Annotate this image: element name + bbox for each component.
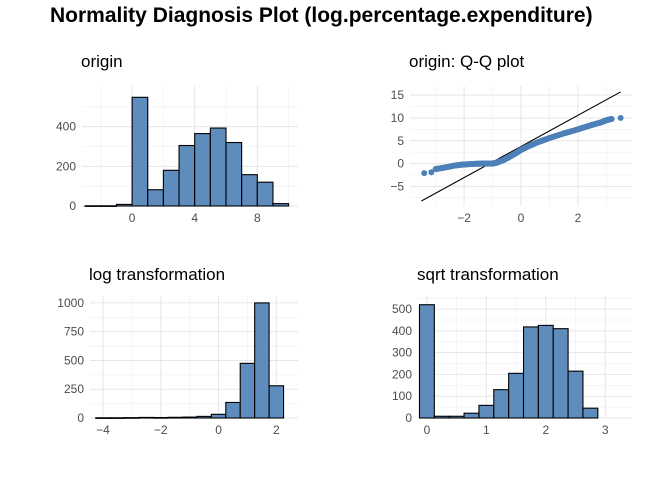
histogram-bar [162, 169, 180, 207]
y-tick-label: 200 [56, 159, 76, 173]
panel-title: origin [81, 52, 123, 71]
y-tick-label: 300 [392, 346, 412, 360]
y-tick-label: 15 [391, 88, 405, 102]
y-tick-label: 400 [56, 120, 76, 134]
x-tick-label: 8 [254, 211, 261, 225]
y-tick-label: 1000 [57, 296, 84, 310]
panel-origin-histogram: 0 4 8 0 200 400 origin [56, 52, 298, 225]
histogram-bar [537, 324, 554, 419]
x-tick-label: 2 [542, 423, 549, 437]
histogram-bar [100, 205, 117, 207]
histogram-bar [493, 389, 510, 419]
histogram-bar [115, 203, 133, 207]
x-tick-label: 2 [273, 423, 280, 437]
y-tick-label: 10 [391, 111, 405, 125]
histogram-bar [552, 328, 569, 419]
histogram-bar [463, 412, 480, 419]
qq-point [428, 169, 435, 176]
panel-origin-qq-plot: −2 0 2 −5 0 5 10 15 origin: Q-Q plot [390, 52, 632, 225]
y-tick-label: 750 [64, 325, 84, 339]
x-tick-label: 2 [575, 211, 582, 225]
histogram-bar [210, 413, 227, 419]
histogram-bar [241, 174, 258, 207]
histogram-bar [131, 96, 149, 207]
histogram-bar [433, 415, 450, 419]
histogram-bars [95, 302, 285, 419]
histogram-bar [478, 404, 495, 419]
histogram-bar [147, 189, 164, 207]
y-tick-label: −5 [390, 179, 404, 193]
panel-title: sqrt transformation [417, 265, 559, 284]
histogram-bar [196, 415, 212, 419]
x-tick-label: 0 [424, 423, 431, 437]
histogram-bar [256, 181, 274, 207]
histogram-bar [181, 416, 198, 419]
histogram-bar [167, 416, 183, 419]
histogram-bars [418, 304, 599, 419]
y-tick-label: 400 [392, 324, 412, 338]
x-tick-label: 0 [518, 211, 525, 225]
histogram-bar [84, 205, 102, 207]
qq-points [421, 114, 624, 177]
histogram-bar [209, 127, 227, 207]
figure-title: Normality Diagnosis Plot (log.percentage… [50, 4, 593, 27]
histogram-bar [508, 372, 525, 419]
x-tick-label: 4 [191, 211, 198, 225]
histogram-bar [418, 304, 435, 419]
histogram-bar [225, 141, 243, 207]
histogram-bar [109, 417, 126, 419]
x-tick-label: 3 [602, 423, 609, 437]
histogram-bar [178, 144, 196, 207]
histogram-bar [272, 203, 290, 207]
y-tick-label: 200 [392, 367, 412, 381]
panel-title: origin: Q-Q plot [409, 52, 525, 71]
y-tick-label: 0 [405, 411, 412, 425]
y-tick-label: 100 [392, 389, 412, 403]
y-tick-label: 250 [64, 382, 84, 396]
x-tick-label: 1 [483, 423, 490, 437]
x-tick-label: 0 [129, 211, 136, 225]
x-tick-label: −4 [96, 423, 110, 437]
panel-sqrt-transformation-histogram: 0 1 2 3 0 100 200 300 400 500 sqrt transformation [392, 265, 632, 437]
histogram-bar [522, 326, 539, 419]
major-gridlines [410, 86, 632, 206]
x-tick-label: −2 [154, 423, 168, 437]
histogram-bar [194, 133, 211, 207]
histogram-bar [95, 417, 111, 419]
histogram-bar [124, 417, 140, 419]
y-tick-label: 0 [69, 199, 76, 213]
y-tick-label: 0 [397, 157, 404, 171]
histogram-bar [448, 415, 465, 419]
histogram-bar [254, 302, 270, 419]
qq-point [608, 115, 615, 122]
histogram-bar [567, 370, 584, 419]
histogram-bar [239, 362, 256, 419]
qq-point [421, 170, 428, 177]
panel-title: log transformation [89, 265, 225, 284]
y-tick-label: 0 [77, 411, 84, 425]
histogram-bar [225, 401, 241, 419]
histogram-bars [84, 96, 290, 207]
y-tick-label: 500 [64, 353, 84, 367]
y-tick-label: 500 [392, 302, 412, 316]
histogram-bar [138, 416, 155, 419]
y-tick-label: 5 [397, 134, 404, 148]
histogram-bar [268, 385, 285, 419]
histogram-bar [153, 416, 169, 419]
panel-log-transformation-histogram: −4 −2 0 2 0 250 500 750 1000 log transformation [57, 265, 298, 437]
qq-point [617, 114, 624, 121]
x-tick-label: −2 [457, 211, 471, 225]
histogram-bar [582, 407, 599, 419]
x-tick-label: 0 [215, 423, 222, 437]
qq-reference-line [421, 91, 621, 202]
